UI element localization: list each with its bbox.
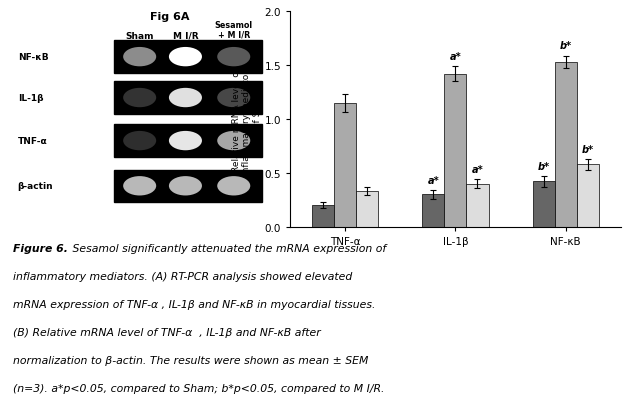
Text: M I/R: M I/R — [172, 32, 198, 41]
Ellipse shape — [217, 132, 250, 151]
Text: NF-κB: NF-κB — [18, 53, 48, 62]
Bar — [312, 206, 334, 227]
Ellipse shape — [217, 89, 250, 108]
Ellipse shape — [169, 177, 202, 196]
Ellipse shape — [169, 132, 202, 151]
Text: normalization to β-actin. The results were shown as mean ± SEM: normalization to β-actin. The results we… — [13, 355, 368, 365]
Text: TNF-α: TNF-α — [18, 137, 48, 146]
Ellipse shape — [217, 177, 250, 196]
Ellipse shape — [169, 48, 202, 67]
Text: Figure 6.: Figure 6. — [13, 243, 68, 253]
Bar — [356, 192, 378, 227]
Bar — [423, 195, 445, 227]
Text: b*: b* — [582, 144, 594, 154]
Bar — [532, 182, 555, 227]
Ellipse shape — [123, 132, 156, 151]
Text: b*: b* — [559, 41, 572, 51]
Bar — [466, 184, 488, 227]
Text: b*: b* — [537, 161, 550, 171]
Bar — [577, 165, 599, 227]
Bar — [334, 104, 356, 227]
Ellipse shape — [123, 48, 156, 67]
Text: Sesamol significantly attenuated the mRNA expression of: Sesamol significantly attenuated the mRN… — [68, 243, 386, 253]
Ellipse shape — [123, 177, 156, 196]
Bar — [445, 75, 466, 227]
Text: (B) Relative mRNA level of TNF-α  , IL-1β and NF-κB after: (B) Relative mRNA level of TNF-α , IL-1β… — [13, 327, 320, 337]
Text: mRNA expression of TNF-α , IL-1β and NF-κB in myocardial tissues.: mRNA expression of TNF-α , IL-1β and NF-… — [13, 299, 375, 309]
FancyBboxPatch shape — [114, 125, 261, 157]
FancyBboxPatch shape — [114, 41, 261, 74]
Text: Fig 6A: Fig 6A — [150, 12, 190, 22]
Text: Sesamol
+ M I/R: Sesamol + M I/R — [214, 21, 253, 40]
Text: a*: a* — [450, 52, 461, 62]
FancyBboxPatch shape — [114, 170, 261, 202]
Text: inflammatory mediators. (A) RT-PCR analysis showed elevated: inflammatory mediators. (A) RT-PCR analy… — [13, 271, 352, 281]
Ellipse shape — [217, 48, 250, 67]
Ellipse shape — [169, 89, 202, 108]
Ellipse shape — [123, 89, 156, 108]
FancyBboxPatch shape — [114, 82, 261, 114]
Text: IL-1β: IL-1β — [18, 94, 43, 103]
Text: a*: a* — [472, 164, 483, 175]
Text: (n=3). a*p<0.05, compared to Sham; b*p<0.05, compared to M I/R.: (n=3). a*p<0.05, compared to Sham; b*p<0… — [13, 382, 384, 393]
Text: β-actin: β-actin — [18, 182, 53, 191]
Text: a*: a* — [428, 175, 440, 185]
Y-axis label: Relative mRNA level of
Inflammatory mediators
(Fold of Sham): Relative mRNA level of Inflammatory medi… — [232, 65, 261, 174]
Text: Sham: Sham — [125, 32, 154, 41]
Bar — [555, 63, 577, 227]
